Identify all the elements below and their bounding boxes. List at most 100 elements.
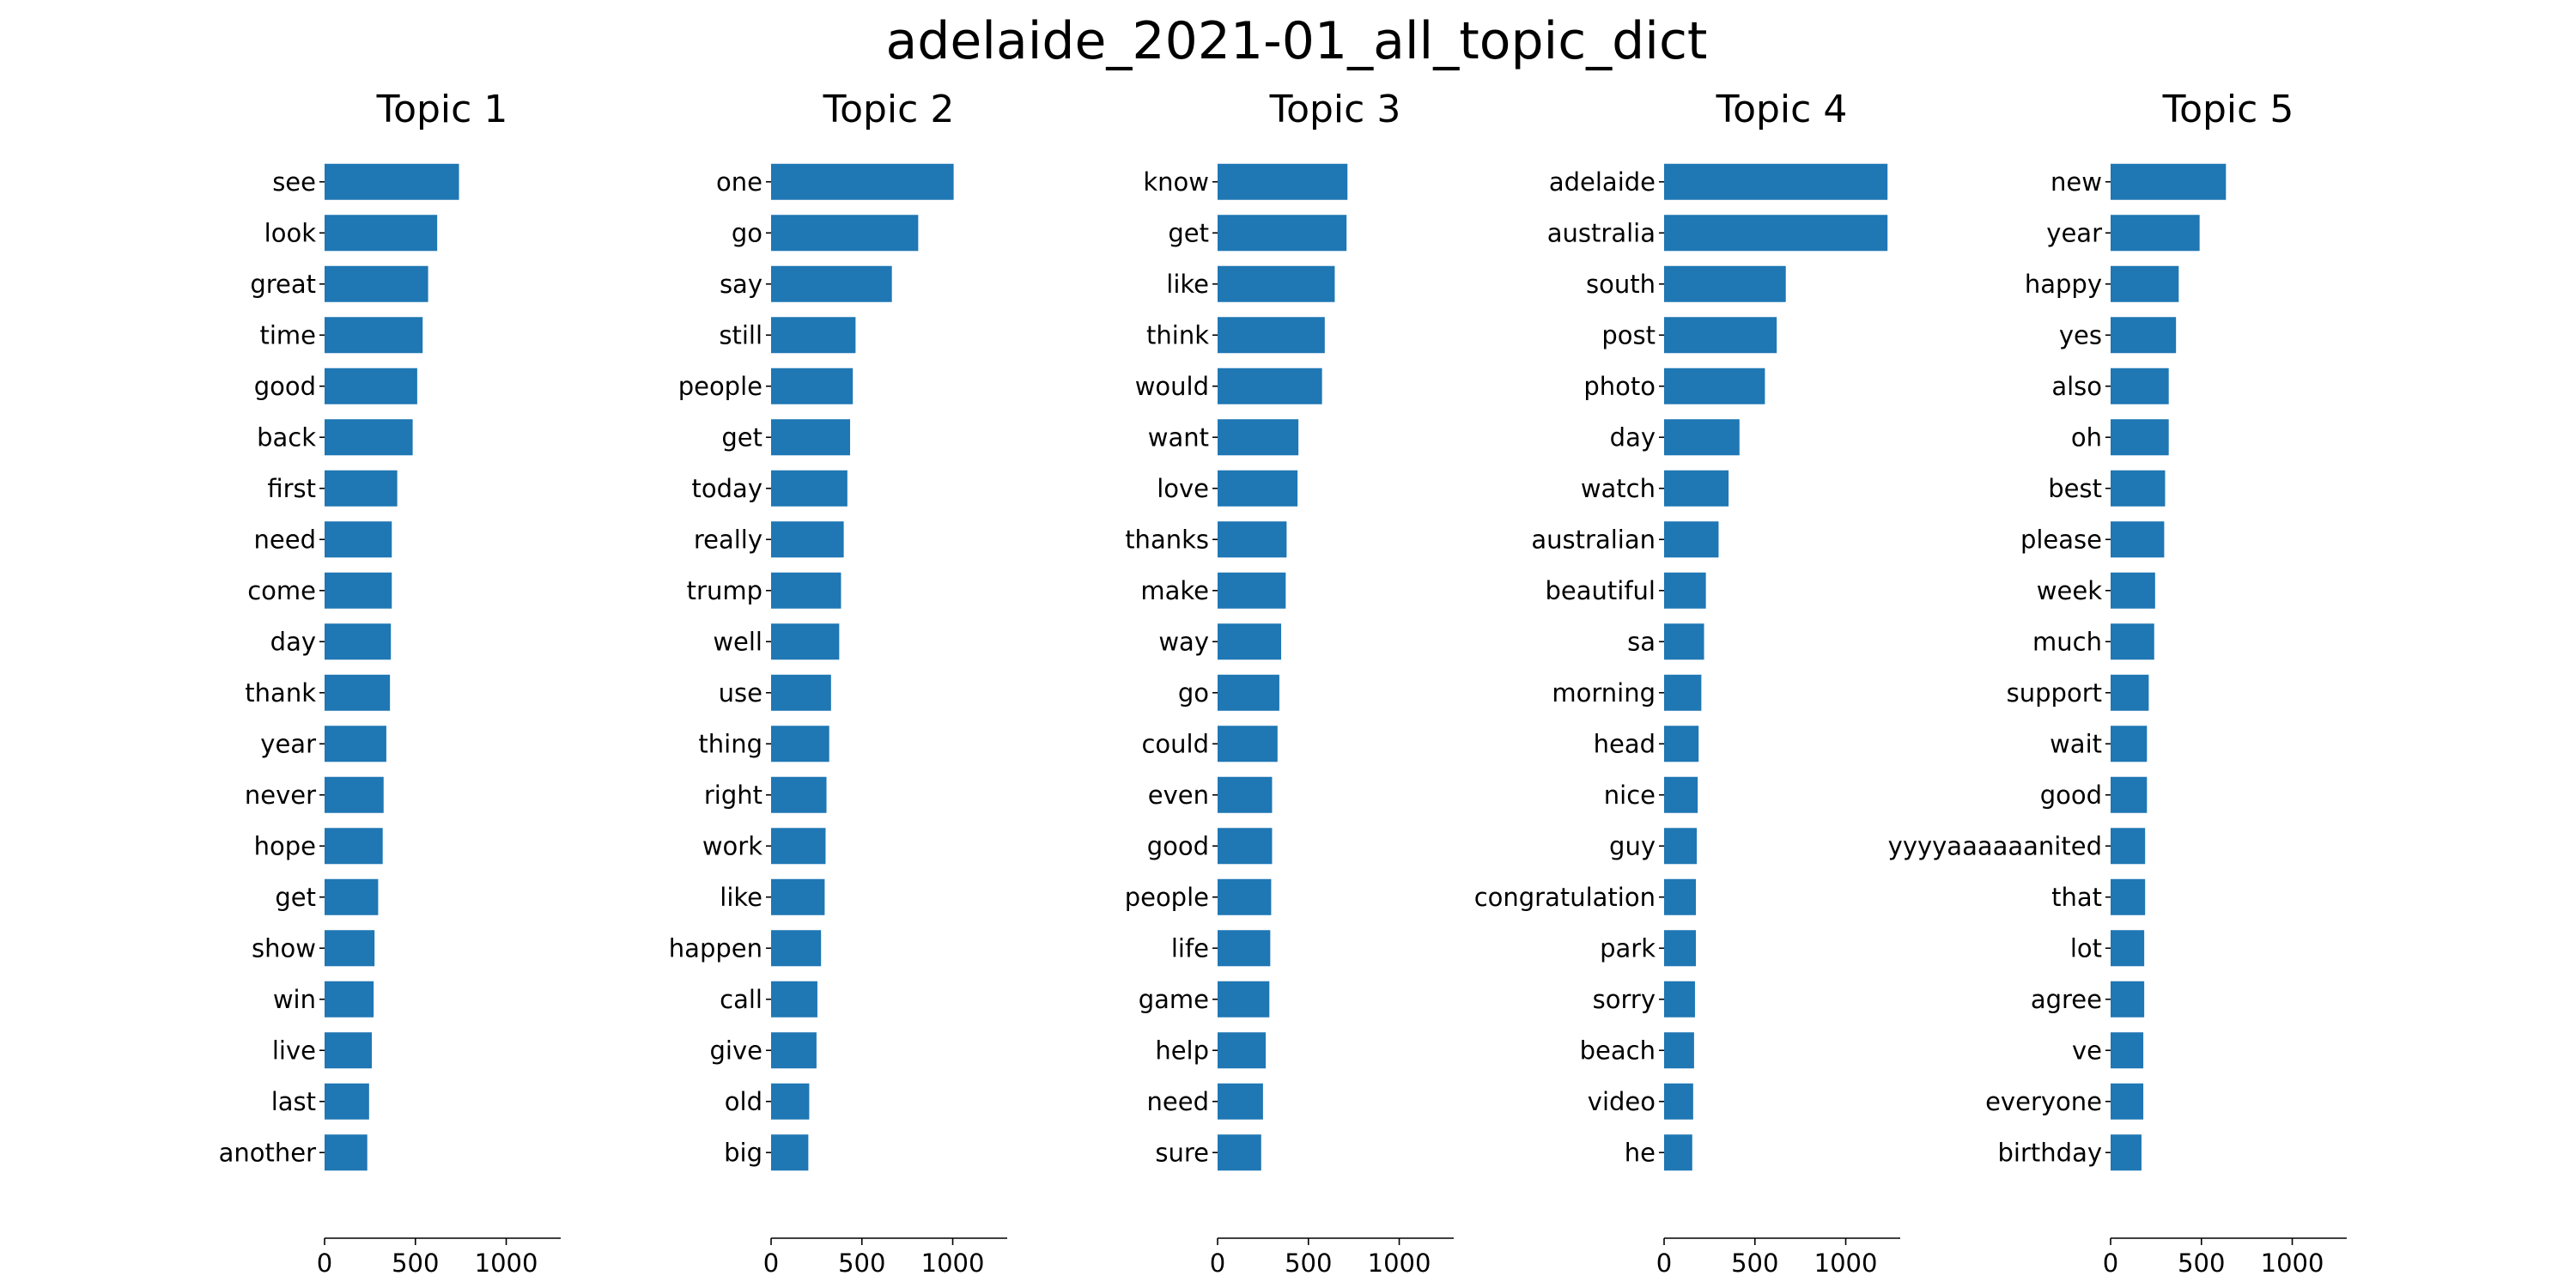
bar-people	[771, 368, 854, 404]
y-tick-label: right	[704, 781, 762, 810]
bar-time	[325, 317, 423, 354]
bar-people	[1218, 878, 1272, 915]
y-tick-label: please	[2020, 525, 2102, 554]
y-tick-label: morning	[1552, 678, 1656, 708]
y-tick-label: first	[267, 474, 316, 503]
topic-panel-3: Topic 3 know get like think would want love than…	[1125, 88, 1454, 1278]
y-tick-label: hope	[254, 831, 316, 860]
y-tick-label: could	[1141, 729, 1209, 758]
y-tick-label: congratulation	[1474, 883, 1656, 912]
y-tick-label: video	[1588, 1087, 1656, 1116]
y-tick-label: beach	[1580, 1036, 1656, 1065]
x-tick-label: 1000	[1368, 1249, 1431, 1278]
bar-nice	[1664, 776, 1698, 813]
panel-title: Topic 4	[1716, 88, 1848, 131]
bar-trump	[771, 572, 841, 609]
y-tick-label: also	[2051, 372, 2102, 401]
bar-that	[2111, 878, 2146, 915]
bar-get	[325, 878, 379, 915]
y-tick-label: week	[2037, 576, 2102, 605]
y-tick-label: people	[678, 372, 762, 401]
bar-he	[1664, 1134, 1692, 1171]
y-tick-label: like	[1166, 270, 1209, 299]
y-tick-label: love	[1157, 474, 1209, 503]
bar-thanks	[1218, 521, 1287, 558]
bar-also	[2111, 368, 2169, 404]
y-tick-label: even	[1148, 781, 1209, 810]
bar-need	[1218, 1083, 1263, 1120]
y-tick-label: he	[1625, 1138, 1656, 1167]
bar-ve	[2111, 1032, 2144, 1069]
bar-congratulation	[1664, 878, 1697, 915]
x-tick-label: 0	[2103, 1249, 2118, 1278]
y-tick-label: another	[219, 1138, 316, 1167]
y-tick-label: time	[259, 320, 316, 349]
panel-title: Topic 3	[1269, 88, 1401, 131]
x-tick-label: 0	[1656, 1249, 1672, 1278]
y-tick-label: see	[272, 167, 316, 197]
y-tick-label: get	[275, 883, 316, 912]
y-tick-label: happen	[669, 933, 762, 963]
y-tick-label: lot	[2070, 933, 2102, 963]
y-tick-label: guy	[1609, 831, 1656, 860]
y-tick-label: beautiful	[1546, 576, 1656, 605]
y-tick-label: post	[1601, 320, 1656, 349]
bar-really	[771, 521, 844, 558]
bar-day	[1664, 419, 1740, 456]
y-tick-label: think	[1146, 320, 1209, 349]
bar-first	[325, 470, 398, 507]
x-tick-label: 0	[317, 1249, 332, 1278]
x-tick-label: 1000	[921, 1249, 985, 1278]
bar-sorry	[1664, 981, 1695, 1018]
y-tick-label: go	[1178, 678, 1209, 708]
y-tick-label: great	[250, 270, 316, 299]
bar-thing	[771, 726, 829, 762]
bar-year	[325, 726, 386, 762]
y-tick-label: new	[2050, 167, 2102, 197]
x-tick-label: 1000	[1814, 1249, 1878, 1278]
y-tick-label: go	[732, 218, 762, 247]
bar-want	[1218, 419, 1299, 456]
y-tick-label: year	[2046, 218, 2102, 247]
bar-still	[771, 317, 856, 354]
bar-adelaide	[1664, 163, 1888, 200]
panel-title: Topic 5	[2162, 88, 2294, 131]
y-tick-label: happy	[2025, 270, 2102, 299]
y-tick-label: need	[254, 525, 316, 554]
bar-another	[325, 1134, 368, 1171]
y-tick-label: thing	[698, 729, 762, 758]
bar-sa	[1664, 623, 1704, 660]
y-tick-label: get	[721, 422, 762, 452]
bar-could	[1218, 726, 1278, 762]
y-tick-label: yes	[2059, 320, 2102, 349]
y-tick-label: work	[702, 831, 762, 860]
bar-sure	[1218, 1134, 1261, 1171]
y-tick-label: back	[257, 422, 316, 452]
bar-call	[771, 981, 817, 1018]
bar-today	[771, 470, 848, 507]
y-tick-label: wait	[2050, 729, 2102, 758]
y-tick-label: know	[1143, 167, 1209, 197]
y-tick-label: photo	[1583, 372, 1656, 401]
bar-oh	[2111, 419, 2169, 456]
y-tick-label: win	[273, 985, 316, 1014]
y-tick-label: good	[1147, 831, 1209, 860]
bar-australia	[1664, 215, 1888, 252]
x-tick-label: 500	[2178, 1249, 2225, 1278]
bar-happen	[771, 930, 822, 967]
bar-win	[325, 981, 374, 1018]
y-tick-label: big	[724, 1138, 762, 1167]
y-tick-label: need	[1147, 1087, 1209, 1116]
bar-use	[771, 674, 831, 711]
bar-like	[771, 878, 825, 915]
y-tick-label: good	[254, 372, 316, 401]
y-tick-label: today	[692, 474, 762, 503]
bar-watch	[1664, 470, 1729, 507]
bar-way	[1218, 623, 1282, 660]
bar-show	[325, 930, 375, 967]
topic-panels: Topic 1 see look great time good back first need…	[219, 88, 2347, 1278]
bar-good	[2111, 776, 2148, 813]
y-tick-label: watch	[1581, 474, 1656, 503]
bar-everyone	[2111, 1083, 2144, 1120]
